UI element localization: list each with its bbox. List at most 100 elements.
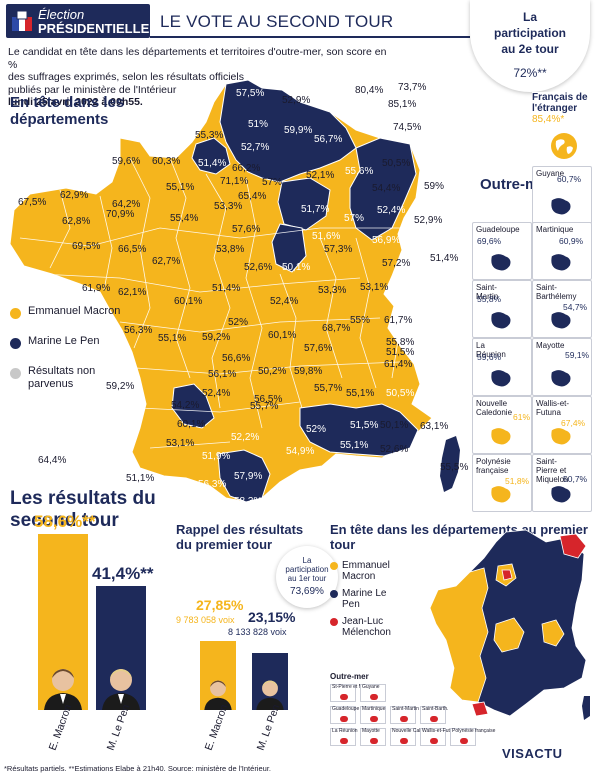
department-score: 55,3% [195,130,224,141]
department-score: 74,5% [393,122,422,133]
footer-note: *Résultats partiels. **Estimations Elabe… [4,764,271,773]
department-score: 66,5% [118,244,147,255]
first-round-votes: 9 783 058 voix [176,614,235,625]
om-territory-box: Polynésie française 51,8% [472,454,532,512]
first-round-om-name: St-Pierre et Miquelon [332,684,379,690]
department-score: 64,4% [38,455,67,466]
first-round-macron-center [493,617,525,653]
department-score: 59% [424,181,445,192]
department-score: 51,7% [301,204,330,215]
participation-line1: La [522,10,537,24]
le-pen-north-region [219,79,357,183]
header: Élection PRÉSIDENTIELLE LE VOTE AU SECON… [0,0,595,40]
legend-le-pen-dot [10,338,21,349]
om-territory-name: Guyane [536,169,565,178]
om-territory-name: Martinique [536,225,574,234]
first-round-om-shape [430,716,438,722]
om-territory-value: 60,7% [557,174,582,184]
first-round-om-box: Wallis-et-Futuna [420,728,458,746]
om-territory-shape [551,198,571,215]
participation-first-round: La participation au 1er tour 73,69% [276,546,338,608]
department-score: 60,3% [152,156,181,167]
le-pen-pyrenees-region [217,449,271,503]
om-territory-value: 69,6% [477,236,502,246]
om-territory-value: 59,1% [565,350,590,360]
department-score: 54,2% [171,400,200,411]
first-round-macron-east [541,619,565,647]
intro-line2: des suffrages exprimés, selon les résult… [8,71,244,83]
department-score: 57% [262,177,283,188]
department-score: 59,6% [112,156,141,167]
results-second-round-heading: Les résultats du second tour [10,488,156,531]
om-territory-value: 67,4% [561,418,586,428]
first-round-om-shape [340,738,348,744]
corsica-shape [440,436,460,492]
om-territory-value: 61% [513,412,531,422]
department-score: 60,1% [268,330,297,341]
department-score: 51,6% [312,231,341,242]
om-territory-value: 60,9% [559,236,584,246]
first-round-melenchon-south [471,701,489,717]
map-heading: En tête dans les départements [10,94,125,128]
department-score: 53,1% [166,438,195,449]
first-round-om-name: Nouvelle Calédonie [392,728,436,734]
first-round-om-name: La Réunion [332,728,358,734]
om-territory-value: 54,7% [563,302,588,312]
first-round-om-shape [370,716,378,722]
department-score: 55,1% [346,388,375,399]
brand-logo: VISACTU [502,746,563,761]
department-score: 62,9% [60,190,89,201]
om-territory-box: Guadeloupe 69,6% [472,222,532,280]
second-round-percent: 41,4%** [92,563,154,583]
first-round-om-name: Guyane [362,684,380,690]
department-score: 73,7% [398,82,427,93]
department-score: 56,6% [222,353,251,364]
department-score: 65,4% [238,191,267,202]
le-pen-west-pocket [191,137,231,175]
department-score: 50,2% [258,366,287,377]
department-score: 85,1% [388,99,417,110]
om-territory-name: La Réunion [476,341,506,359]
department-score: 60,1% [174,296,203,307]
department-score: 54,4% [372,183,401,194]
r1-particip-value: 73,69% [290,586,324,597]
om-territory-value: 51,8% [505,476,530,486]
department-score: 62,1% [118,287,147,298]
first-round-om-shape [400,716,408,722]
department-score: 67,5% [18,197,47,208]
first-round-om-shape [460,738,468,744]
om-territory-shape [551,428,571,445]
department-score: 52,6% [380,444,409,455]
first-round-candidate-name: M. Le Pen [254,702,283,752]
first-round-melenchon-north [559,533,587,559]
om-territory-box: Saint-Pierre et Miquelon 50,7% [532,454,592,512]
ballot-box-icon [12,10,32,31]
first-round-om-box: Guadeloupe [330,706,360,724]
department-score: 55,1% [340,440,369,451]
department-score: 53,3% [318,285,347,296]
second-round-percent: 58,6%** [34,512,96,532]
department-score: 55,7% [314,383,343,394]
department-score: 55% [350,315,371,326]
department-score: 57,9% [234,471,263,482]
le-pen-southwest-dept [171,383,215,429]
om-territory-box: Saint-Martin 55,8% [472,280,532,338]
department-score: 52% [96,424,117,435]
department-score: 71,1% [220,176,249,187]
first-round-om-name: Guadeloupe [332,706,360,712]
intro-line3: publiés par le ministère de l'Intérieur [8,83,177,96]
mini-legend-macron-dot [330,562,338,570]
first-round-om-box: Guyane [360,684,386,702]
department-score: 56,7% [314,134,343,145]
candidate-portrait [200,674,236,710]
mini-legend-melenchon-label: Jean-Luc Mélenchon [342,616,391,638]
first-round-om-name: Wallis-et-Futuna [422,728,459,734]
department-score: 52,4% [202,388,231,399]
department-score: 59,2% [106,381,135,392]
first-round-om-box: Saint-Barth. [420,706,448,724]
candidate-portrait [252,674,288,710]
om-territory-shape [491,486,511,503]
department-score: 66,2% [232,163,261,174]
om-territory-box: Guyane 60,7% [532,166,592,224]
legend-macron-label: Emmanuel Macron [28,305,121,317]
